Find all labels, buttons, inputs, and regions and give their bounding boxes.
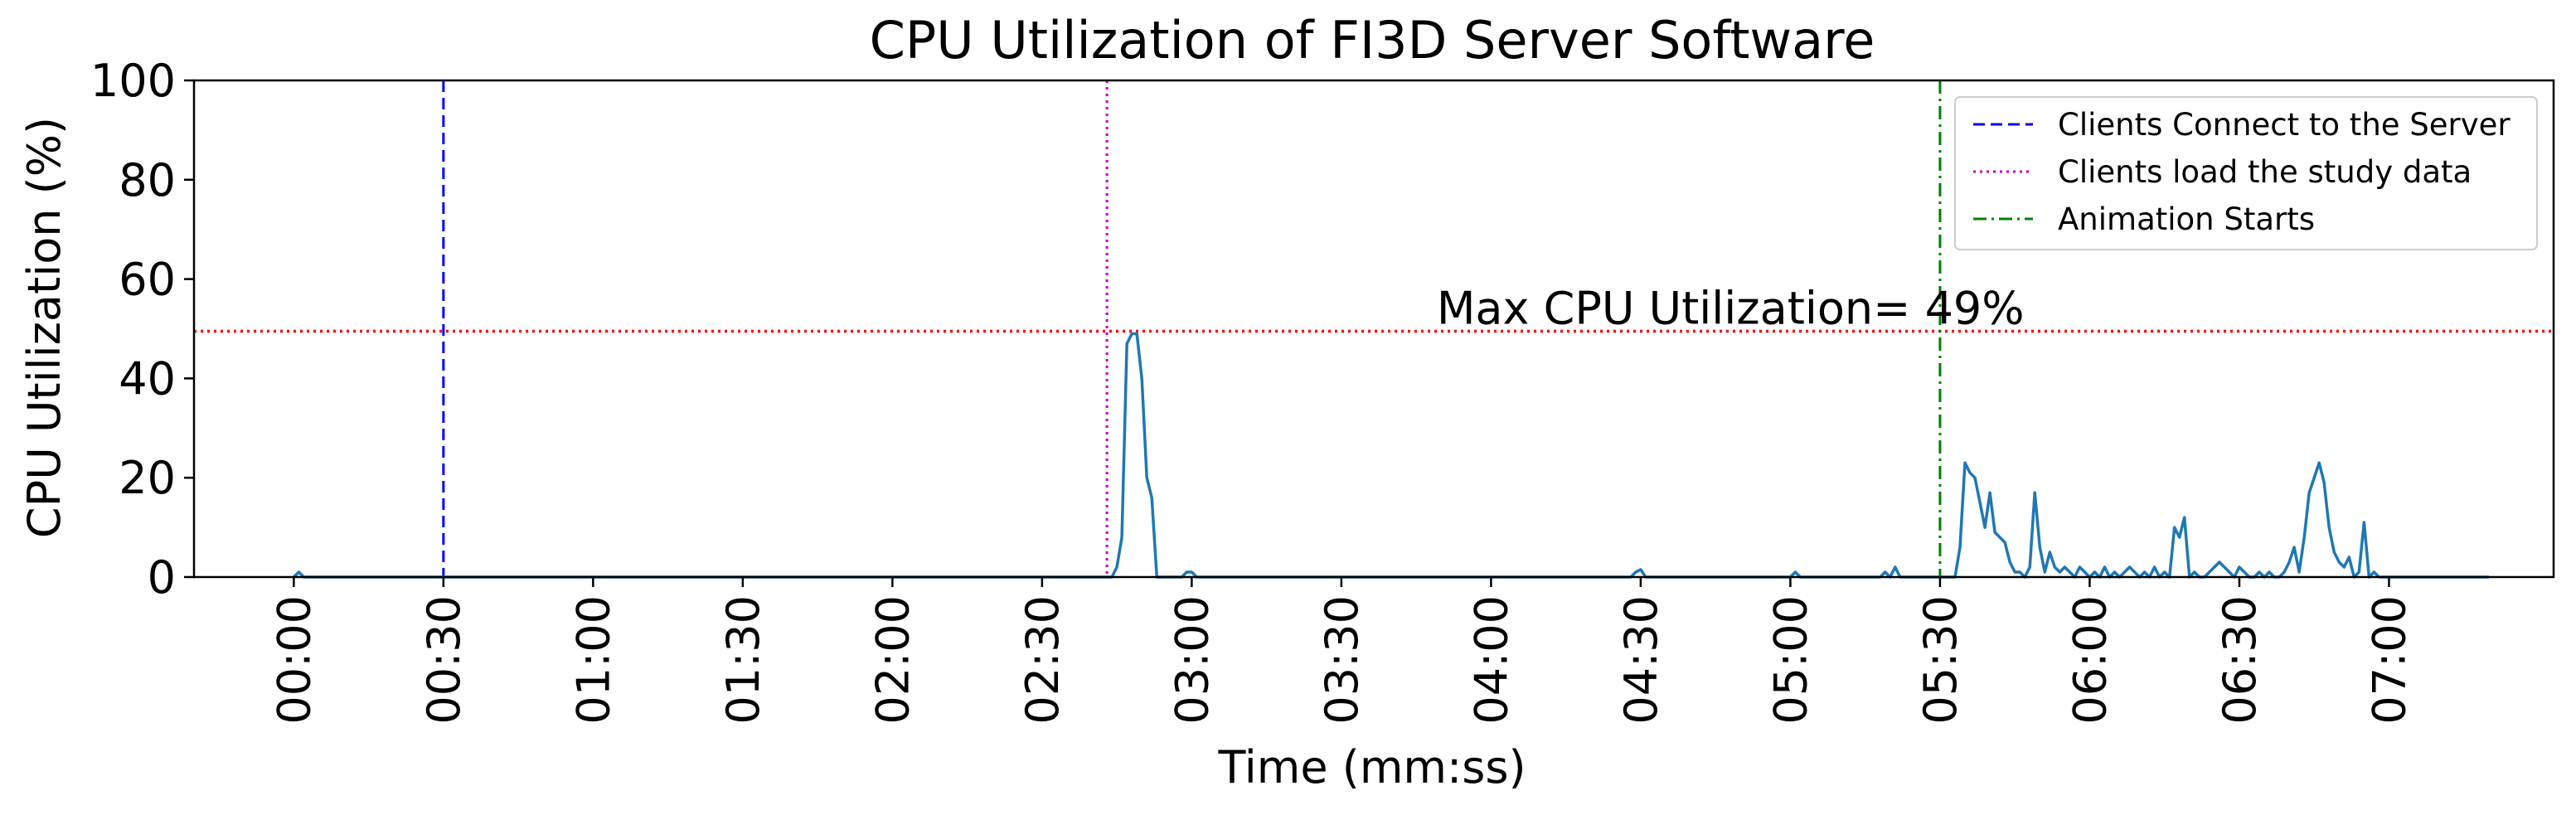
max-cpu-annotation: Max CPU Utilization= 49% [1437,283,2025,335]
legend-label-2: Clients load the study data [2058,154,2472,190]
legend-box [1954,96,2538,250]
axis-ticks: 0 20 40 60 80 100 00:00 00:30 01:00 01:30 02:00 02:… [90,55,2416,725]
x-tick-label: 03:00 [1166,595,1218,725]
x-tick-label: 03:30 [1316,595,1368,725]
legend: Clients Connect to the Server Clients loa… [1954,96,2538,250]
x-tick-label: 00:00 [268,595,320,725]
y-tick-label: 20 [119,452,176,504]
x-tick-label: 05:30 [1914,595,1967,725]
x-tick-label: 04:30 [1615,595,1667,725]
y-tick-label: 100 [90,55,176,107]
x-axis-label: Time (mm:ss) [1217,741,1526,793]
y-tick-label: 60 [119,254,176,306]
x-tick-label: 06:00 [2064,595,2116,725]
x-tick-label: 01:30 [717,595,769,725]
x-tick-label: 07:00 [2363,595,2415,725]
chart-title: CPU Utilization of FI3D Server Software [870,10,1875,70]
y-tick-label: 40 [119,352,176,405]
legend-label-1: Clients Connect to the Server [2058,107,2511,143]
legend-label-3: Animation Starts [2058,201,2315,237]
x-tick-label: 05:00 [1764,595,1817,725]
axes-frame [192,79,2555,579]
y-tick-label: 0 [148,551,176,604]
x-tick-label: 02:30 [1016,595,1069,725]
x-tick-label: 04:00 [1465,595,1517,725]
cpu-series-line-1 [293,332,2489,579]
x-tick-label: 06:30 [2214,595,2266,725]
y-tick-label: 80 [119,154,176,206]
y-axis-label: CPU Utilization (%) [18,117,70,538]
x-tick-label: 00:30 [418,595,470,725]
x-tick-label: 02:00 [866,595,919,725]
x-tick-label: 01:00 [567,595,619,725]
plot-area [194,80,2554,579]
